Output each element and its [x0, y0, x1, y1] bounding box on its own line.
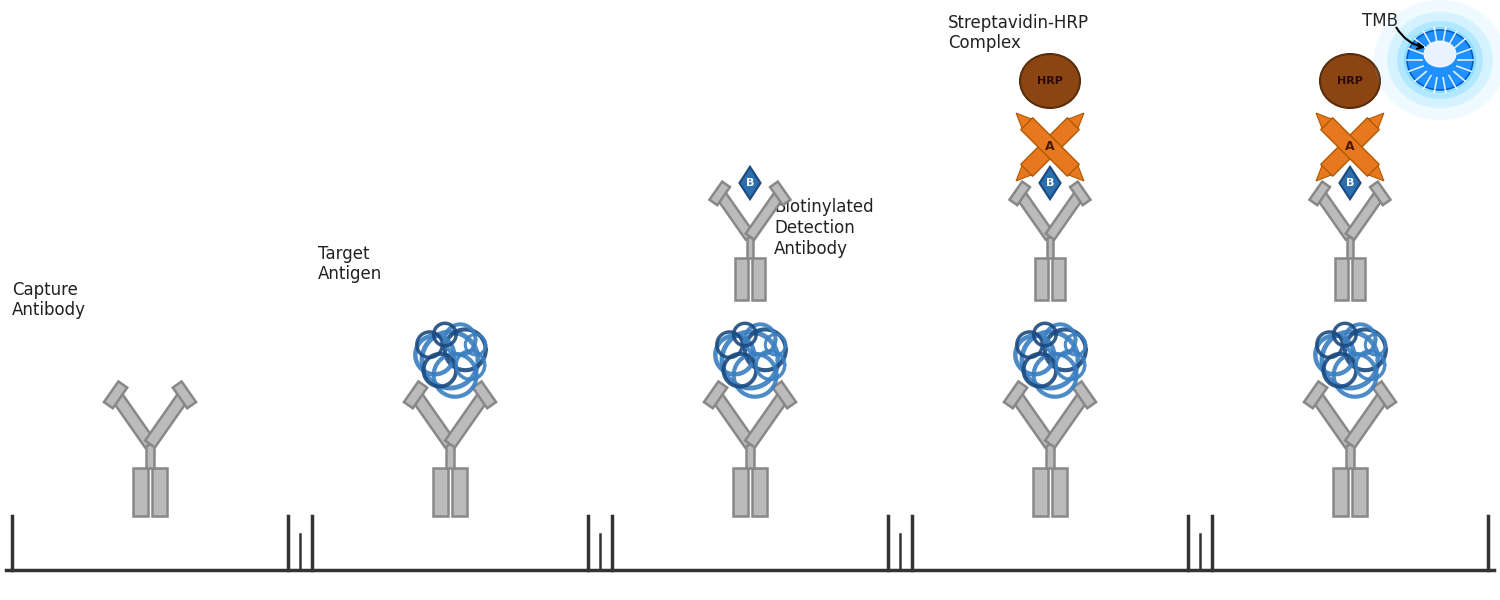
Polygon shape — [1353, 468, 1368, 516]
Polygon shape — [735, 258, 748, 300]
Polygon shape — [146, 391, 189, 448]
Polygon shape — [111, 391, 154, 448]
Polygon shape — [132, 468, 147, 516]
Polygon shape — [1020, 118, 1080, 176]
Polygon shape — [1046, 391, 1089, 448]
Ellipse shape — [1424, 40, 1456, 67]
Polygon shape — [1347, 236, 1353, 258]
Polygon shape — [1372, 382, 1396, 408]
Text: TMB: TMB — [1362, 12, 1398, 30]
Polygon shape — [453, 468, 468, 516]
Ellipse shape — [1407, 30, 1473, 90]
Polygon shape — [153, 468, 168, 516]
Polygon shape — [1316, 113, 1332, 128]
Polygon shape — [1352, 258, 1365, 300]
Polygon shape — [1340, 167, 1360, 199]
Text: Capture
Antibody: Capture Antibody — [12, 281, 86, 319]
Text: Biotinylated
Detection
Antibody: Biotinylated Detection Antibody — [774, 198, 873, 258]
Polygon shape — [1068, 166, 1084, 181]
Polygon shape — [704, 382, 728, 408]
Text: B: B — [1046, 178, 1054, 188]
Polygon shape — [711, 391, 754, 448]
Polygon shape — [752, 258, 765, 300]
Text: B: B — [746, 178, 754, 188]
Polygon shape — [1053, 468, 1068, 516]
Polygon shape — [1316, 166, 1332, 181]
Polygon shape — [1068, 113, 1084, 128]
Text: A: A — [1346, 140, 1354, 154]
Polygon shape — [716, 190, 754, 239]
Ellipse shape — [1020, 54, 1080, 108]
Polygon shape — [432, 468, 447, 516]
Polygon shape — [147, 444, 153, 468]
Text: A: A — [1046, 140, 1054, 154]
Polygon shape — [1320, 118, 1380, 176]
Polygon shape — [1046, 190, 1084, 239]
Text: B: B — [1346, 178, 1354, 188]
Polygon shape — [411, 391, 454, 448]
Polygon shape — [1070, 182, 1090, 205]
Polygon shape — [1368, 166, 1384, 181]
Polygon shape — [472, 382, 496, 408]
Polygon shape — [1035, 258, 1048, 300]
Polygon shape — [447, 444, 453, 468]
Polygon shape — [1011, 391, 1054, 448]
Polygon shape — [1016, 166, 1032, 181]
Polygon shape — [770, 182, 790, 205]
Polygon shape — [1032, 468, 1047, 516]
Polygon shape — [404, 382, 427, 408]
Text: HRP: HRP — [1036, 76, 1064, 86]
Polygon shape — [1320, 118, 1380, 176]
Polygon shape — [1020, 118, 1080, 176]
Ellipse shape — [1388, 12, 1492, 108]
Polygon shape — [1304, 382, 1328, 408]
Polygon shape — [1310, 182, 1330, 205]
Polygon shape — [747, 236, 753, 258]
Polygon shape — [1311, 391, 1354, 448]
Polygon shape — [747, 444, 753, 468]
Polygon shape — [1316, 190, 1354, 239]
Polygon shape — [740, 167, 760, 199]
Polygon shape — [1335, 258, 1348, 300]
Polygon shape — [1347, 444, 1353, 468]
Ellipse shape — [1374, 0, 1500, 120]
Polygon shape — [710, 182, 730, 205]
Polygon shape — [1004, 382, 1028, 408]
Polygon shape — [1346, 190, 1384, 239]
Polygon shape — [1047, 236, 1053, 258]
Polygon shape — [1016, 113, 1032, 128]
Polygon shape — [1047, 444, 1053, 468]
Text: HRP: HRP — [1336, 76, 1364, 86]
Polygon shape — [753, 468, 768, 516]
Text: Streptavidin-HRP
Complex: Streptavidin-HRP Complex — [948, 14, 1089, 52]
Polygon shape — [446, 391, 489, 448]
Polygon shape — [746, 391, 789, 448]
Polygon shape — [172, 382, 196, 408]
Polygon shape — [772, 382, 796, 408]
Ellipse shape — [1396, 21, 1484, 99]
Polygon shape — [1052, 258, 1065, 300]
Polygon shape — [104, 382, 128, 408]
Polygon shape — [1346, 391, 1389, 448]
Polygon shape — [1016, 190, 1054, 239]
Polygon shape — [1370, 182, 1390, 205]
Ellipse shape — [1320, 54, 1380, 108]
Polygon shape — [1010, 182, 1031, 205]
Polygon shape — [1332, 468, 1347, 516]
Polygon shape — [1368, 113, 1384, 128]
Polygon shape — [746, 190, 784, 239]
Polygon shape — [1072, 382, 1096, 408]
Polygon shape — [1040, 167, 1060, 199]
Text: Target
Antigen: Target Antigen — [318, 245, 382, 283]
Ellipse shape — [1404, 27, 1476, 93]
Polygon shape — [732, 468, 747, 516]
